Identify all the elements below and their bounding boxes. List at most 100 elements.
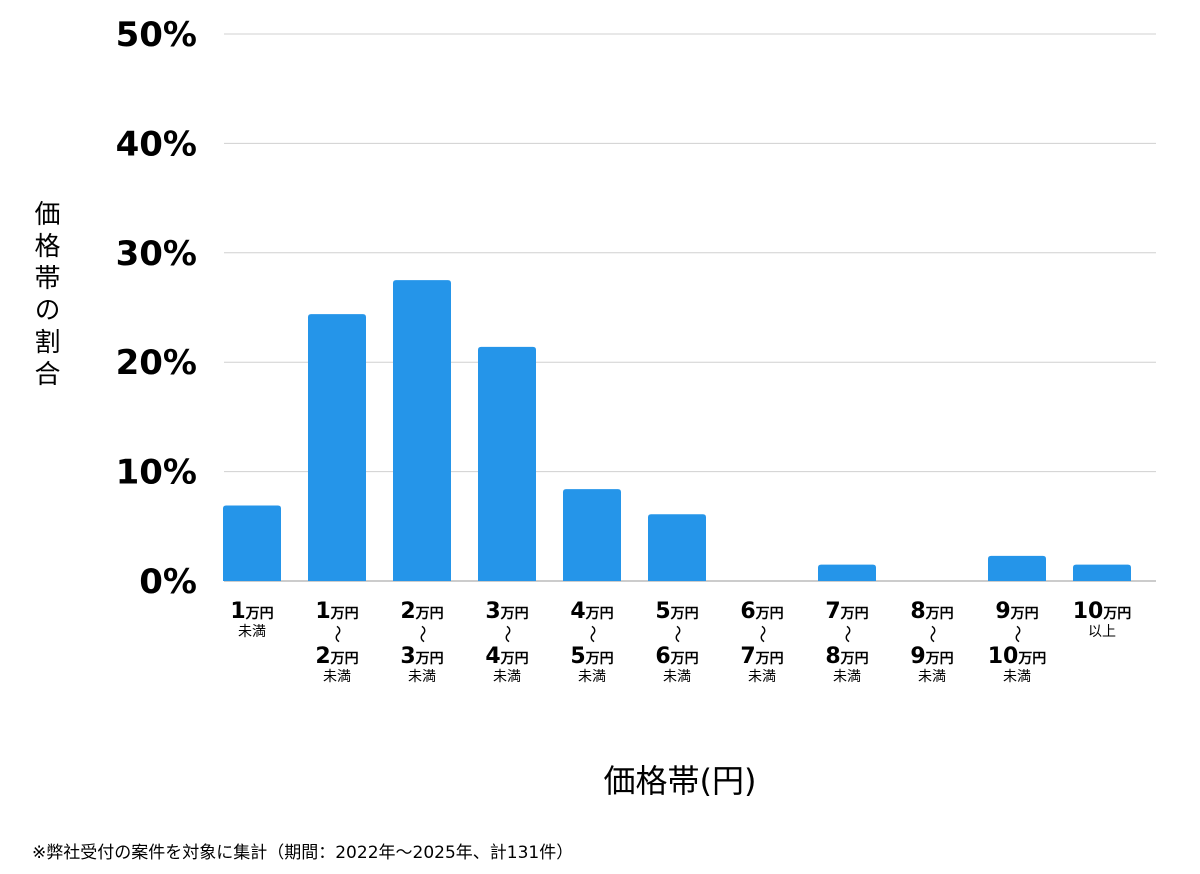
y-tick-label: 20% bbox=[116, 343, 197, 383]
category-label: 3万円 bbox=[485, 599, 528, 624]
category-number: 2 bbox=[400, 599, 415, 624]
category-label: 1万円 bbox=[230, 599, 273, 624]
category-number: 10 bbox=[988, 644, 1019, 669]
category-unit: 万円 bbox=[500, 651, 529, 667]
category-unit: 万円 bbox=[755, 606, 784, 622]
category-label: 8万円 bbox=[910, 599, 953, 624]
category-label: 6万円 bbox=[740, 599, 783, 624]
category-range-mark: 〜 bbox=[921, 625, 942, 643]
bar bbox=[223, 505, 281, 581]
category-label: 7万円 bbox=[825, 599, 868, 624]
bar bbox=[1073, 564, 1131, 581]
bar bbox=[393, 280, 451, 581]
category-suffix: 未満 bbox=[408, 669, 436, 685]
category-range-mark: 〜 bbox=[836, 625, 857, 643]
category-suffix: 未満 bbox=[918, 669, 946, 685]
category-label: 10万円 bbox=[988, 644, 1047, 669]
category-unit: 万円 bbox=[330, 651, 359, 667]
bar bbox=[478, 346, 536, 581]
category-label: 7万円 bbox=[740, 644, 783, 669]
category-unit: 万円 bbox=[1102, 606, 1131, 622]
category-label: 2万円 bbox=[315, 644, 358, 669]
category-range-mark: 〜 bbox=[411, 625, 432, 643]
category-range-mark: 〜 bbox=[326, 625, 347, 643]
category-number: 8 bbox=[825, 644, 840, 669]
category-unit: 万円 bbox=[585, 606, 614, 622]
category-suffix: 未満 bbox=[833, 669, 861, 685]
category-number: 2 bbox=[315, 644, 330, 669]
category-number: 3 bbox=[400, 644, 415, 669]
category-number: 7 bbox=[740, 644, 755, 669]
category-number: 4 bbox=[485, 644, 500, 669]
category-suffix: 未満 bbox=[238, 624, 266, 640]
y-tick-label: 50% bbox=[116, 15, 197, 55]
category-unit: 万円 bbox=[500, 606, 529, 622]
category-label: 3万円 bbox=[400, 644, 443, 669]
category-unit: 万円 bbox=[330, 606, 359, 622]
category-label: 4万円 bbox=[485, 644, 528, 669]
bar bbox=[563, 489, 621, 581]
y-axis-label: 価格帯の割合 bbox=[30, 200, 60, 392]
category-label: 9万円 bbox=[910, 644, 953, 669]
category-unit: 万円 bbox=[925, 651, 954, 667]
category-number: 8 bbox=[910, 599, 925, 624]
category-unit: 万円 bbox=[670, 651, 699, 667]
category-number: 9 bbox=[995, 599, 1010, 624]
category-unit: 万円 bbox=[585, 651, 614, 667]
category-number: 9 bbox=[910, 644, 925, 669]
y-tick-label: 0% bbox=[139, 562, 197, 602]
category-range-mark: 〜 bbox=[666, 625, 687, 643]
bar bbox=[988, 555, 1046, 581]
category-suffix: 未満 bbox=[663, 669, 691, 685]
bar bbox=[308, 314, 366, 581]
category-suffix: 未満 bbox=[578, 669, 606, 685]
category-unit: 万円 bbox=[415, 651, 444, 667]
category-range-mark: 〜 bbox=[581, 625, 602, 643]
bar bbox=[818, 564, 876, 581]
category-label: 10万円 bbox=[1073, 599, 1132, 624]
category-unit: 万円 bbox=[1010, 606, 1039, 622]
bar bbox=[648, 514, 706, 581]
x-axis-label: 価格帯(円) bbox=[603, 762, 757, 800]
category-suffix: 未満 bbox=[748, 669, 776, 685]
footnote: ※弊社受付の案件を対象に集計（期間：2022年〜2025年、計131件） bbox=[32, 843, 574, 863]
category-number: 10 bbox=[1073, 599, 1104, 624]
category-suffix: 未満 bbox=[1003, 669, 1031, 685]
category-range-mark: 〜 bbox=[496, 625, 517, 643]
category-number: 3 bbox=[485, 599, 500, 624]
category-range-mark: 〜 bbox=[751, 625, 772, 643]
category-label: 6万円 bbox=[655, 644, 698, 669]
category-unit: 万円 bbox=[670, 606, 699, 622]
y-tick-label: 30% bbox=[116, 234, 197, 274]
y-tick-label: 10% bbox=[116, 453, 197, 493]
category-suffix: 未満 bbox=[493, 669, 521, 685]
category-label: 9万円 bbox=[995, 599, 1038, 624]
category-unit: 万円 bbox=[840, 606, 869, 622]
category-label: 5万円 bbox=[570, 644, 613, 669]
category-unit: 万円 bbox=[245, 606, 274, 622]
category-unit: 万円 bbox=[415, 606, 444, 622]
category-number: 5 bbox=[655, 599, 670, 624]
category-label: 1万円 bbox=[315, 599, 358, 624]
category-number: 6 bbox=[655, 644, 670, 669]
category-number: 7 bbox=[825, 599, 840, 624]
category-unit: 万円 bbox=[755, 651, 784, 667]
category-unit: 万円 bbox=[840, 651, 869, 667]
category-number: 5 bbox=[570, 644, 585, 669]
category-number: 1 bbox=[315, 599, 330, 624]
category-number: 6 bbox=[740, 599, 755, 624]
category-label: 4万円 bbox=[570, 599, 613, 624]
category-unit: 万円 bbox=[925, 606, 954, 622]
y-tick-label: 40% bbox=[116, 124, 197, 164]
category-suffix: 以上 bbox=[1088, 624, 1116, 640]
category-suffix: 未満 bbox=[323, 669, 351, 685]
category-range-mark: 〜 bbox=[1006, 625, 1027, 643]
category-label: 2万円 bbox=[400, 599, 443, 624]
category-number: 4 bbox=[570, 599, 585, 624]
category-number: 1 bbox=[230, 599, 245, 624]
category-unit: 万円 bbox=[1017, 651, 1046, 667]
category-label: 5万円 bbox=[655, 599, 698, 624]
category-label: 8万円 bbox=[825, 644, 868, 669]
